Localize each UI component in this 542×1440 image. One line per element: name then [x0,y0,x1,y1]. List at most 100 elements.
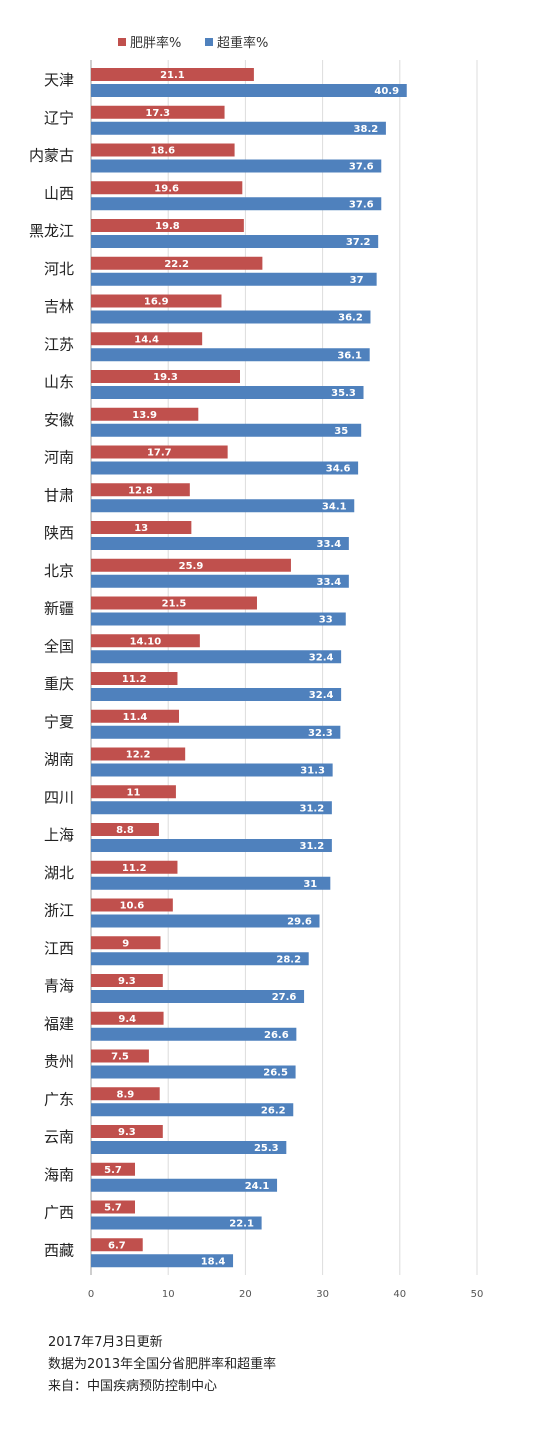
category-label: 福建 [44,1015,74,1033]
category-label: 黑龙江 [29,222,74,240]
value-label-obesity: 14.4 [134,334,159,345]
bar-obesity [91,1125,163,1138]
value-label-obesity: 13 [134,523,148,534]
bar-obesity [91,407,199,421]
category-label: 江西 [44,939,74,957]
bar-obesity [91,1049,149,1063]
value-label-overweight: 33 [319,615,333,626]
value-label-obesity: 12.8 [128,485,153,496]
footer-notes: 2017年7月3日更新 数据为2013年全国分省肥胖率和超重率 来自：中国疾病预… [48,1332,276,1398]
value-label-overweight: 26.6 [264,1030,289,1041]
value-label-obesity: 25.9 [179,561,204,572]
bar-obesity [91,747,186,761]
value-label-overweight: 25.3 [254,1143,279,1154]
bar-overweight [91,235,379,248]
bar-overweight [91,1141,287,1154]
category-label: 天津 [44,71,74,89]
bar-obesity [91,974,163,987]
legend-swatch [205,38,213,46]
value-label-obesity: 11.4 [123,712,148,723]
bar-overweight [91,386,364,399]
bar-overweight [91,574,349,588]
category-label: 山东 [44,373,74,391]
value-label-obesity: 8.8 [116,825,134,836]
value-label-overweight: 28.2 [276,954,301,965]
value-label-obesity: 5.7 [104,1203,122,1214]
category-label: 海南 [44,1166,74,1184]
category-label: 宁夏 [44,713,74,731]
category-label: 江苏 [44,335,74,353]
bar-overweight [91,876,331,890]
category-label: 广西 [44,1204,74,1222]
bar-obesity [91,1087,160,1101]
value-label-overweight: 33.4 [317,539,342,550]
legend: 肥胖率% 超重率% [118,35,268,51]
bar-obesity [91,596,257,610]
value-label-overweight: 27.6 [272,992,297,1003]
value-label-obesity: 17.7 [147,448,172,459]
x-tick-label: 30 [316,1289,329,1300]
value-label-overweight: 26.5 [263,1068,288,1079]
category-label: 湖南 [44,751,74,769]
value-label-overweight: 37.2 [346,237,371,248]
bar-overweight [91,537,349,550]
bar-obesity [91,860,178,874]
category-label: 全国 [44,637,74,655]
bar-obesity [91,256,263,270]
bar-obesity [91,634,200,648]
labels: 0 10 20 30 40 50 天津 21.1 40.9 辽宁 17.3 38.2 内蒙古 18.6 37… [29,70,483,1300]
category-label: 上海 [44,826,74,844]
bar-obesity [91,370,240,383]
value-label-obesity: 21.1 [160,70,185,81]
value-label-overweight: 24.1 [245,1181,270,1192]
x-tick-label: 20 [239,1289,252,1300]
value-label-overweight: 35 [334,426,348,437]
category-label: 新疆 [44,600,74,618]
category-label: 内蒙古 [29,147,74,165]
bar-overweight [91,348,370,362]
category-label: 浙江 [44,902,74,920]
bar-obesity [91,785,176,799]
value-label-obesity: 17.3 [145,108,170,119]
value-label-obesity: 11.2 [122,863,147,874]
value-label-overweight: 31.2 [300,841,325,852]
bar-obesity [91,1162,136,1176]
category-label: 北京 [44,562,74,580]
value-label-obesity: 13.9 [132,410,157,421]
bar-overweight [91,1216,262,1230]
value-label-obesity: 8.9 [116,1089,134,1100]
bar-obesity [91,672,178,685]
value-label-obesity: 9.3 [118,1127,136,1138]
value-label-overweight: 18.4 [201,1256,226,1267]
bar-obesity [91,181,243,195]
value-label-obesity: 18.6 [150,146,175,157]
value-label-overweight: 40.9 [374,86,399,97]
bar-overweight [91,499,355,513]
x-tick-label: 40 [393,1289,406,1300]
bar-overweight [91,197,382,211]
category-label: 河北 [44,260,74,278]
value-label-obesity: 10.6 [120,901,145,912]
value-label-overweight: 26.2 [261,1105,286,1116]
value-label-obesity: 5.7 [104,1165,122,1176]
legend-swatch [118,38,126,46]
value-label-obesity: 6.7 [108,1240,126,1251]
category-label: 辽宁 [44,109,74,127]
bars [91,68,407,1268]
bar-obesity [91,294,222,308]
bar-overweight [91,121,386,135]
category-label: 安徽 [44,411,74,429]
value-label-obesity: 19.6 [154,183,179,194]
bar-overweight [91,612,346,626]
bar-overweight [91,1065,296,1079]
value-label-obesity: 9 [122,938,129,949]
category-label: 吉林 [44,298,74,316]
value-label-obesity: 21.5 [162,599,187,610]
value-label-obesity: 16.9 [144,297,169,308]
value-label-obesity: 9.4 [118,1014,136,1025]
bar-overweight [91,839,332,852]
x-tick-label: 10 [162,1289,175,1300]
bar-overweight [91,1254,234,1268]
category-label: 贵州 [44,1053,74,1071]
bar-obesity [91,521,192,534]
